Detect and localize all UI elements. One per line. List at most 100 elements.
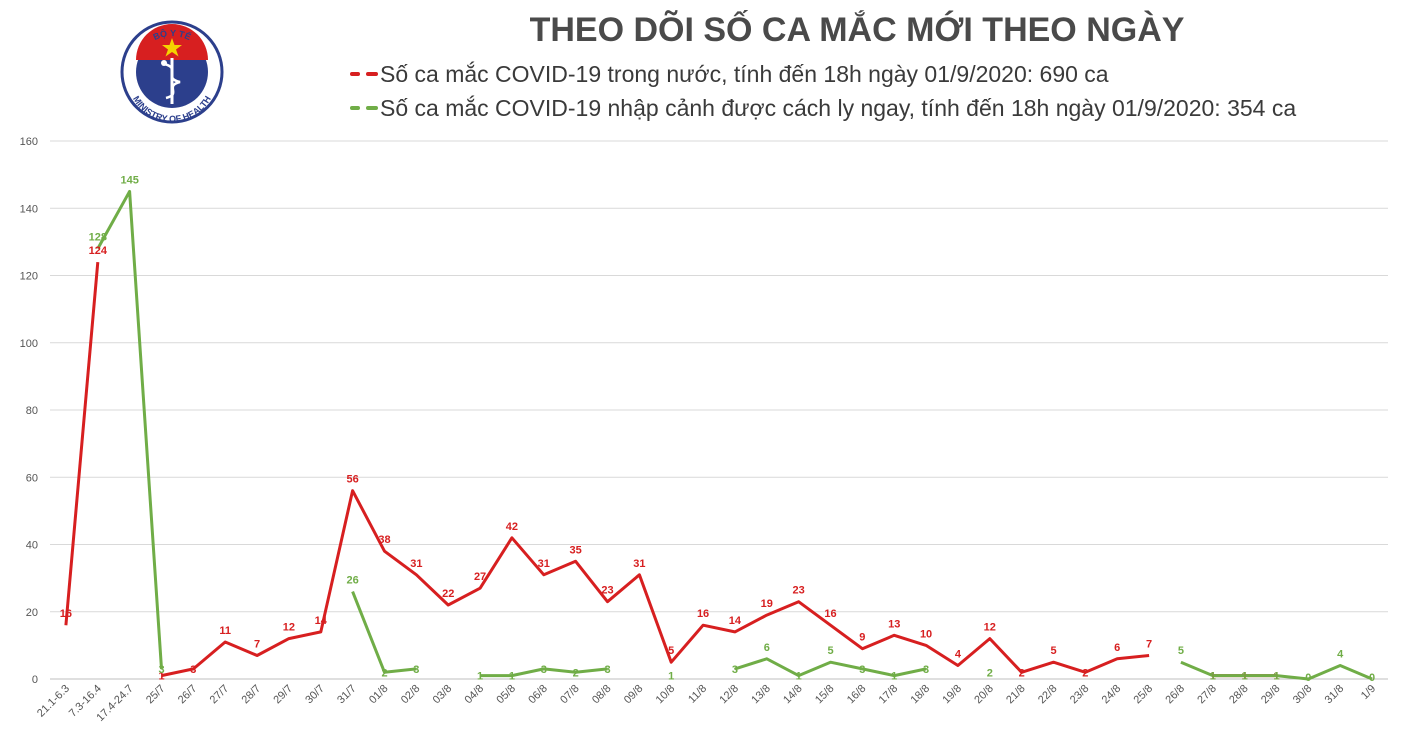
data-label-imported: 2 [381,667,387,679]
series-line-imported [480,667,608,678]
x-axis-ticks: 21.1-6.37.3-16.417.4-24.7 25/7 26/7 27/7 28/… [35,683,1378,724]
y-tick-label: 40 [26,540,38,552]
data-label-domestic: 124 [89,245,108,257]
data-label-domestic: 35 [570,544,582,556]
legend-label-imported: Số ca mắc COVID-19 nhập cảnh được cách l… [380,95,1296,121]
legend: Số ca mắc COVID-19 trong nước, tính đến … [350,61,1296,121]
data-label-imported: 1 [1210,671,1216,683]
data-label-imported: 1 [891,671,897,683]
data-label-domestic: 2 [1019,667,1025,679]
data-label-imported: 0 [1305,672,1311,684]
series-line-imported [351,591,417,674]
x-tick-label: 27/8 [1195,683,1219,707]
data-label-domestic: 10 [920,628,932,640]
data-label-imported: 6 [764,642,770,654]
x-tick-label: 01/8 [367,683,391,707]
data-label-imported: 128 [89,232,107,244]
y-axis-ticks: 0 20 40 60 80 100 120 140 160 [20,136,38,686]
data-label-domestic: 27 [474,571,486,583]
x-tick-label: 26/8 [1163,683,1187,707]
ministry-logo: BỘ Y TẾ MINISTRY OF HEALTH [120,20,224,124]
x-tick-label: 13/8 [749,683,773,707]
data-label-imported: 1 [1242,671,1248,683]
data-label-imported: 3 [413,664,419,676]
x-tick-label: 25/7 [144,683,168,707]
data-label-domestic: 31 [410,558,422,570]
y-tick-label: 120 [20,271,38,283]
data-label-imported: 2 [573,667,579,679]
x-tick-label: 17/8 [877,683,901,707]
legend-item-domestic: Số ca mắc COVID-19 trong nước, tính đến … [350,61,1109,87]
data-label-domestic: 6 [1114,642,1120,654]
data-label-imported: 3 [158,664,164,676]
data-label-imported: 0 [1369,672,1375,684]
data-label-domestic: 1 [1210,671,1216,683]
x-tick-label: 02/8 [399,683,423,707]
data-label-domestic: 31 [538,558,550,570]
data-label-domestic: 23 [601,585,613,597]
data-label-domestic: 23 [793,585,805,597]
data-label-domestic: 13 [888,618,900,630]
x-tick-label: 03/8 [431,683,455,707]
x-tick-label: 05/8 [494,683,518,707]
data-label-domestic: 2 [1082,667,1088,679]
data-label-domestic: 3 [190,664,196,676]
data-label-domestic: 19 [761,598,773,610]
x-tick-label: 29/8 [1259,683,1283,707]
data-label-domestic: 1 [158,671,164,683]
legend-item-imported: Số ca mắc COVID-19 nhập cảnh được cách l… [350,95,1296,121]
y-tick-label: 100 [20,338,38,350]
caduceus-emblem-icon [161,58,181,104]
data-label-domestic: 31 [633,558,645,570]
x-tick-label: 31/8 [1323,683,1347,707]
series-lines [64,189,1373,681]
x-tick-label: 19/8 [940,683,964,707]
data-label-domestic: 7 [254,638,260,650]
y-tick-label: 160 [20,136,38,148]
data-label-domestic: 42 [506,521,518,533]
x-tick-label: 04/8 [463,683,487,707]
data-label-domestic: 56 [347,474,359,486]
data-label-imported: 3 [604,664,610,676]
gridlines [50,140,1388,680]
chart-title: THEO DÕI SỐ CA MẮC MỚI THEO NGÀY [530,10,1185,49]
x-tick-label: 14/8 [781,683,805,707]
data-label-domestic: 1 [1273,671,1279,683]
data-label-domestic: 5 [1050,645,1056,657]
data-label-imported: 2 [987,667,993,679]
x-tick-label: 27/7 [208,683,232,707]
series-line-domestic [64,261,100,626]
data-labels: 1612413117121456383122274231352331516141… [60,174,1375,684]
x-tick-label: 10/8 [654,683,678,707]
x-tick-label: 09/8 [622,683,646,707]
data-label-imported: 3 [923,664,929,676]
x-tick-label: 24/8 [1100,683,1124,707]
x-tick-label: 07/8 [558,683,582,707]
x-tick-label: 30/7 [303,683,327,707]
data-label-domestic: 7 [1146,638,1152,650]
data-label-domestic: 14 [729,615,742,627]
x-tick-label: 21/8 [1004,683,1028,707]
y-tick-label: 0 [32,674,38,686]
data-label-imported: 4 [1337,649,1344,661]
x-tick-label: 31/7 [335,683,359,707]
data-label-imported: 26 [347,575,359,587]
data-label-domestic: 38 [378,534,390,546]
data-label-imported: 5 [827,645,833,657]
y-tick-label: 20 [26,607,38,619]
x-tick-label: 28/7 [240,683,264,707]
x-tick-label: 18/8 [909,683,933,707]
data-label-domestic: 4 [955,649,962,661]
series-line-imported [1180,660,1373,681]
series-line-imported [734,657,927,678]
data-label-domestic: 16 [824,608,836,620]
data-label-imported: 1 [509,671,515,683]
x-tick-label: 23/8 [1068,683,1092,707]
data-label-domestic: 22 [442,588,454,600]
x-tick-label: 21.1-6.3 [35,683,72,720]
data-label-domestic: 11 [219,625,231,637]
data-label-domestic: 12 [984,622,996,634]
y-tick-label: 60 [26,472,38,484]
data-label-imported: 145 [120,174,138,186]
